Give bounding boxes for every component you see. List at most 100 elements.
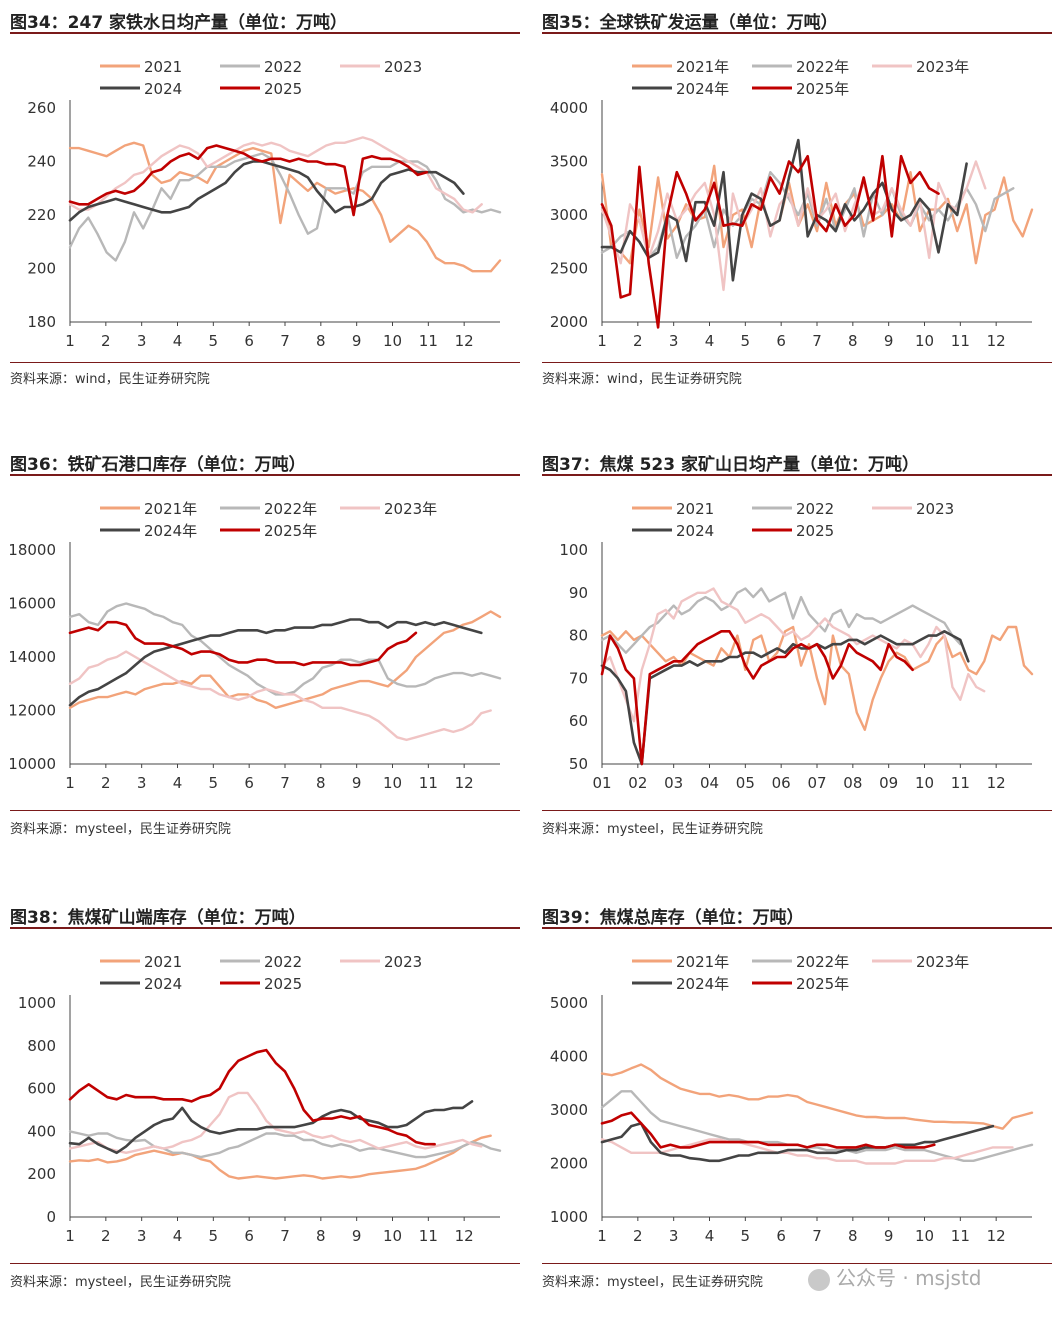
y-tick-label: 4000 bbox=[550, 99, 588, 117]
series-line-2023 bbox=[68, 1091, 483, 1155]
y-tick-label: 50 bbox=[569, 755, 588, 773]
legend-label: 2022 bbox=[264, 58, 302, 76]
x-tick-label: 4 bbox=[705, 332, 715, 350]
y-tick-label: 600 bbox=[27, 1080, 56, 1098]
series-line-2022 bbox=[68, 1130, 502, 1159]
series-line-2024年 bbox=[600, 138, 968, 282]
series-line-2021 bbox=[600, 625, 1034, 732]
x-tick-label: 11 bbox=[419, 332, 438, 350]
y-tick-label: 3000 bbox=[550, 206, 588, 224]
chart-title: 图37：焦煤 523 家矿山日均产量（单位：万吨） bbox=[542, 455, 919, 475]
series-line-2021 bbox=[68, 141, 502, 273]
y-tick-label: 200 bbox=[27, 260, 56, 278]
title-rule bbox=[542, 474, 1052, 476]
y-tick-label: 200 bbox=[27, 1165, 56, 1183]
bottom-rule bbox=[542, 362, 1052, 363]
wechat-icon bbox=[808, 1268, 830, 1291]
x-tick-label: 7 bbox=[280, 1227, 290, 1245]
legend-label: 2022 bbox=[264, 953, 302, 971]
x-tick-label: 10 bbox=[383, 774, 402, 792]
series-line-2023年 bbox=[600, 160, 987, 292]
x-tick-label: 6 bbox=[244, 774, 254, 792]
legend-label: 2024年 bbox=[144, 522, 197, 540]
x-tick-label: 10 bbox=[915, 1227, 934, 1245]
legend-label: 2021年 bbox=[144, 500, 197, 518]
y-tick-label: 70 bbox=[569, 669, 588, 687]
chart-title: 图38：焦煤矿山端库存（单位：万吨） bbox=[10, 908, 306, 928]
y-tick-label: 1000 bbox=[18, 994, 56, 1012]
series-line-2024年 bbox=[68, 618, 483, 707]
x-tick-label: 8 bbox=[848, 332, 858, 350]
x-tick-label: 3 bbox=[669, 332, 679, 350]
y-tick-label: 260 bbox=[27, 99, 56, 117]
x-tick-label: 8 bbox=[848, 1227, 858, 1245]
legend-label: 2024年 bbox=[676, 80, 729, 98]
x-tick-label: 12 bbox=[987, 774, 1006, 792]
legend-label: 2021 bbox=[144, 953, 182, 971]
y-tick-label: 220 bbox=[27, 206, 56, 224]
x-tick-label: 4 bbox=[173, 774, 183, 792]
y-tick-label: 2500 bbox=[550, 260, 588, 278]
chart-panel-35: 图35：全球铁矿发运量（单位：万吨） 2000 2500 3000 3500 4000 1… bbox=[542, 8, 1052, 428]
x-tick-label: 1 bbox=[65, 332, 75, 350]
legend-label: 2023年 bbox=[384, 500, 437, 518]
chart-panel-38: 图38：焦煤矿山端库存（单位：万吨） 0 200 400 600 800 1000 1 2 3 4… bbox=[10, 903, 520, 1323]
legend-label: 2022年 bbox=[796, 58, 849, 76]
x-tick-label: 09 bbox=[879, 774, 898, 792]
x-tick-label: 2 bbox=[101, 774, 111, 792]
legend-label: 2023 bbox=[384, 58, 422, 76]
y-tick-label: 240 bbox=[27, 153, 56, 171]
x-tick-label: 7 bbox=[812, 332, 822, 350]
chart-panel-37: 图37：焦煤 523 家矿山日均产量（单位：万吨） 50 60 70 80 90 100 0… bbox=[542, 450, 1052, 870]
y-tick-label: 18000 bbox=[10, 541, 56, 559]
x-tick-label: 1 bbox=[597, 1227, 607, 1245]
x-tick-label: 07 bbox=[807, 774, 826, 792]
x-tick-label: 4 bbox=[173, 1227, 183, 1245]
chart-title: 图39：焦煤总库存（单位：万吨） bbox=[542, 908, 804, 928]
legend-label: 2023年 bbox=[916, 953, 969, 971]
x-tick-label: 9 bbox=[352, 1227, 362, 1245]
x-tick-label: 12 bbox=[455, 774, 474, 792]
source-note: 资料来源：mysteel，民生证券研究院 bbox=[542, 1275, 763, 1290]
legend-label: 2021 bbox=[144, 58, 182, 76]
x-tick-label: 3 bbox=[669, 1227, 679, 1245]
bottom-rule bbox=[542, 810, 1052, 811]
x-tick-label: 4 bbox=[705, 1227, 715, 1245]
x-tick-label: 10 bbox=[915, 332, 934, 350]
x-tick-label: 5 bbox=[209, 332, 219, 350]
legend-label: 2024年 bbox=[676, 975, 729, 993]
x-tick-label: 9 bbox=[884, 332, 894, 350]
series-line-2023 bbox=[68, 136, 483, 214]
x-tick-label: 12 bbox=[455, 332, 474, 350]
y-tick-label: 180 bbox=[27, 313, 56, 331]
x-tick-label: 05 bbox=[736, 774, 755, 792]
y-tick-label: 4000 bbox=[550, 1048, 588, 1066]
x-tick-label: 1 bbox=[65, 774, 75, 792]
x-tick-label: 7 bbox=[280, 774, 290, 792]
series-line-2022 bbox=[600, 587, 962, 654]
legend-label: 2023 bbox=[384, 953, 422, 971]
y-tick-label: 1000 bbox=[550, 1208, 588, 1226]
x-tick-label: 2 bbox=[633, 332, 643, 350]
legend-label: 2021 bbox=[676, 500, 714, 518]
legend-label: 2025 bbox=[796, 522, 834, 540]
legend-label: 2025年 bbox=[796, 975, 849, 993]
y-tick-label: 90 bbox=[569, 584, 588, 602]
bottom-rule bbox=[10, 1263, 520, 1264]
x-tick-label: 11 bbox=[951, 774, 970, 792]
legend-label: 2024 bbox=[144, 80, 182, 98]
series-line-2023年 bbox=[600, 1138, 1014, 1165]
x-tick-label: 9 bbox=[352, 332, 362, 350]
x-tick-label: 10 bbox=[383, 332, 402, 350]
x-tick-label: 5 bbox=[209, 774, 219, 792]
y-tick-label: 3000 bbox=[550, 1101, 588, 1119]
legend-label: 2023 bbox=[916, 500, 954, 518]
legend-label: 2024 bbox=[144, 975, 182, 993]
x-tick-label: 3 bbox=[137, 774, 147, 792]
line-chart-37: 50 60 70 80 90 100 01 02 03 04 05 06 07 08 09 10 11 12 202… bbox=[559, 500, 1034, 792]
series-line-2024 bbox=[600, 630, 970, 766]
legend-label: 2021年 bbox=[676, 58, 729, 76]
series-line-2023 bbox=[600, 587, 986, 723]
title-rule bbox=[10, 474, 520, 476]
source-note: 资料来源：wind，民生证券研究院 bbox=[542, 372, 742, 387]
